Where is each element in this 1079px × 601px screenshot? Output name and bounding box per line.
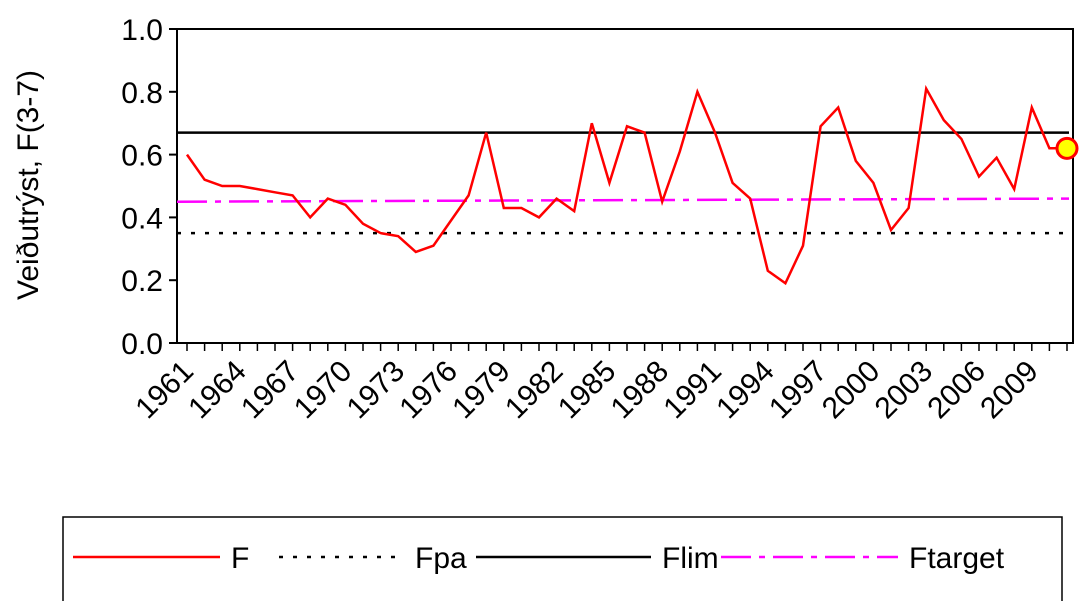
legend-label-ftarget: Ftarget bbox=[909, 542, 1005, 575]
y-tick-label: 0.0 bbox=[121, 328, 163, 361]
x-tick-label: 1964 bbox=[182, 355, 253, 426]
x-tick-label: 1979 bbox=[446, 355, 517, 426]
x-tick-label: 2009 bbox=[974, 355, 1045, 426]
y-axis-title: Veiðutrýst, F(3-7) bbox=[12, 70, 45, 300]
y-tick-label: 0.8 bbox=[121, 77, 163, 110]
x-tick-label: 1970 bbox=[288, 355, 359, 426]
x-tick-label: 1973 bbox=[341, 355, 412, 426]
y-tick-label: 0.6 bbox=[121, 140, 163, 173]
x-tick-label: 1985 bbox=[552, 355, 623, 426]
series-layer bbox=[176, 84, 1079, 286]
y-tick-label: 1.0 bbox=[121, 14, 163, 47]
y-tick-label: 0.2 bbox=[121, 265, 163, 298]
y-axis: 0.0 0.2 0.4 0.6 0.8 1.0 bbox=[121, 14, 177, 361]
plot-area bbox=[176, 28, 1074, 344]
x-tick-label: 2000 bbox=[816, 355, 887, 426]
series-line-ftarget bbox=[176, 197, 1070, 203]
legend-label-f: F bbox=[231, 542, 249, 575]
x-tick-label: 2003 bbox=[869, 355, 940, 426]
highlight-point bbox=[1055, 136, 1079, 160]
legend-box bbox=[62, 516, 1063, 601]
x-tick-label: 1976 bbox=[393, 355, 464, 426]
legend: F Fpa Flim Ftarget bbox=[62, 516, 1063, 601]
x-tick-label: 1982 bbox=[499, 355, 570, 426]
plot-frame bbox=[176, 28, 1074, 344]
x-tick-label: 1997 bbox=[763, 355, 834, 426]
x-tick-label: 1961 bbox=[129, 355, 200, 426]
x-axis: 1961196419671970197319761979198219851988… bbox=[129, 343, 1068, 426]
x-tick-label: 1991 bbox=[657, 355, 728, 426]
x-tick-label: 1967 bbox=[235, 355, 306, 426]
y-tick-label: 0.4 bbox=[121, 202, 163, 235]
legend-label-fpa: Fpa bbox=[415, 542, 467, 575]
series-line-f bbox=[185, 84, 1067, 286]
x-tick-label: 2006 bbox=[921, 355, 992, 426]
x-tick-label: 1994 bbox=[710, 355, 781, 426]
legend-label-flim: Flim bbox=[662, 542, 719, 575]
x-tick-label: 1988 bbox=[605, 355, 676, 426]
